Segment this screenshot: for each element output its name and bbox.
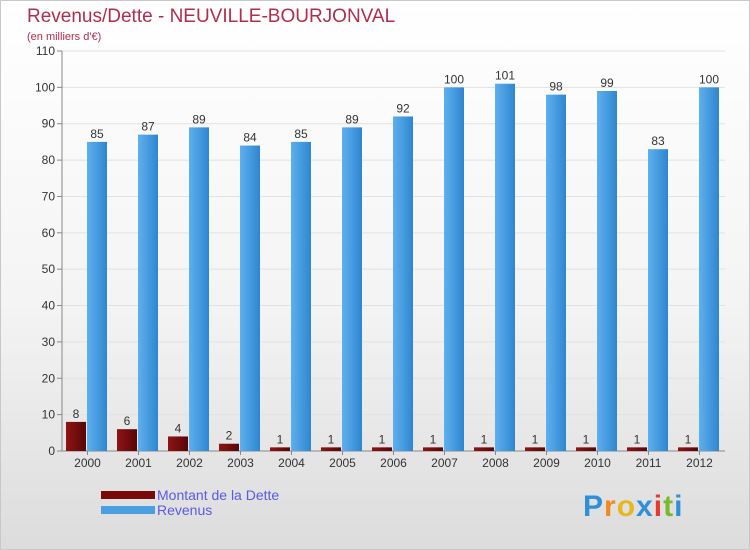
debt-value-label: 1 [481, 432, 488, 446]
chart-subtitle: (en milliers d'€) [27, 31, 102, 43]
y-tick-label: 100 [35, 80, 55, 94]
debt-bar [66, 421, 86, 451]
x-tick-label: 2004 [278, 456, 305, 470]
revenue-value-label: 98 [549, 80, 563, 94]
revenue-bar [597, 91, 617, 451]
logo-letter: t [663, 490, 675, 523]
debt-bar [525, 447, 545, 451]
x-tick-label: 2008 [482, 456, 509, 470]
revenue-value-label: 100 [699, 72, 719, 86]
x-tick-label: 2012 [686, 456, 713, 470]
x-tick-label: 2000 [74, 456, 101, 470]
revenue-value-label: 92 [396, 101, 410, 115]
legend-item-revenue: Revenus [101, 501, 279, 518]
x-tick-label: 2005 [329, 456, 356, 470]
legend-swatch-revenue [101, 505, 155, 514]
debt-value-label: 6 [124, 414, 131, 428]
debt-bar [423, 447, 443, 451]
y-tick-label: 40 [42, 299, 56, 313]
revenue-bar [87, 141, 107, 451]
legend-label-debt: Montant de la Dette [157, 486, 280, 503]
debt-value-label: 4 [175, 421, 182, 435]
debt-value-label: 1 [379, 432, 386, 446]
revenue-value-label: 89 [345, 112, 359, 126]
debt-bar [576, 447, 596, 451]
legend-label-revenue: Revenus [157, 501, 213, 518]
logo-letter: r [604, 490, 617, 523]
debt-bar [678, 447, 698, 451]
x-tick-label: 2001 [125, 456, 152, 470]
logo-letter: i [674, 490, 684, 523]
revenue-bar [189, 127, 209, 451]
logo-letter: x [636, 490, 654, 523]
debt-bar [117, 429, 137, 451]
y-tick-label: 90 [42, 117, 56, 131]
proxiti-logo: Proxiti [583, 490, 683, 524]
revenue-value-label: 101 [495, 69, 515, 83]
x-tick-label: 2002 [176, 456, 203, 470]
revenue-bar [699, 87, 719, 451]
x-tick-label: 2006 [380, 456, 407, 470]
debt-bar [270, 447, 290, 451]
y-tick-label: 10 [42, 408, 56, 422]
revenue-bar [342, 127, 362, 451]
debt-bar [627, 447, 647, 451]
x-tick-label: 2010 [584, 456, 611, 470]
y-tick-label: 60 [42, 226, 56, 240]
logo-letter: o [616, 490, 637, 523]
legend-swatch-debt [101, 490, 155, 499]
debt-value-label: 8 [73, 407, 80, 421]
x-tick-label: 2007 [431, 456, 458, 470]
debt-bar [168, 436, 188, 451]
revenue-value-label: 100 [444, 72, 464, 86]
revenue-bar [240, 145, 260, 451]
revenue-value-label: 99 [600, 76, 614, 90]
logo-letter: P [583, 490, 605, 523]
x-tick-label: 2011 [636, 456, 662, 470]
x-tick-label: 2009 [533, 456, 560, 470]
legend: Montant de la Dette Revenus [101, 486, 280, 518]
revenue-bar [138, 134, 158, 452]
debt-value-label: 1 [277, 432, 284, 446]
revenue-value-label: 83 [651, 134, 665, 148]
debt-bar [474, 447, 494, 451]
legend-item-debt: Montant de la Dette [101, 486, 280, 503]
y-tick-label: 110 [36, 44, 55, 58]
revenue-value-label: 87 [141, 120, 155, 134]
debt-value-label: 1 [532, 432, 539, 446]
revenue-value-label: 84 [243, 131, 257, 145]
debt-value-label: 1 [328, 432, 335, 446]
logo-letter: i [653, 490, 664, 523]
debt-value-label: 1 [685, 432, 692, 446]
y-tick-label: 20 [42, 371, 56, 385]
revenue-bar [648, 149, 668, 451]
debt-value-label: 1 [430, 432, 437, 446]
debt-bar [321, 447, 341, 451]
revenue-value-label: 85 [90, 127, 104, 141]
debt-value-label: 1 [634, 432, 641, 446]
revenue-bar [393, 116, 413, 452]
debt-value-label: 1 [583, 432, 590, 446]
y-tick-label: 30 [42, 335, 56, 349]
y-tick-label: 0 [48, 444, 55, 458]
y-tick-label: 50 [42, 262, 56, 276]
revenue-value-label: 89 [192, 112, 206, 126]
chart-title: Revenus/Dette - NEUVILLE-BOURJONVAL [27, 6, 396, 27]
revenue-bar [291, 141, 311, 451]
revenue-bar [444, 87, 464, 451]
y-tick-label: 70 [42, 189, 56, 203]
x-tick-label: 2003 [227, 456, 254, 470]
debt-bar [372, 447, 392, 451]
debt-value-label: 2 [226, 429, 233, 443]
y-tick-label: 80 [42, 153, 56, 167]
debt-bar [219, 443, 239, 451]
revenue-value-label: 85 [294, 127, 308, 141]
revenue-bar [546, 94, 566, 452]
revenue-bar [495, 83, 515, 452]
